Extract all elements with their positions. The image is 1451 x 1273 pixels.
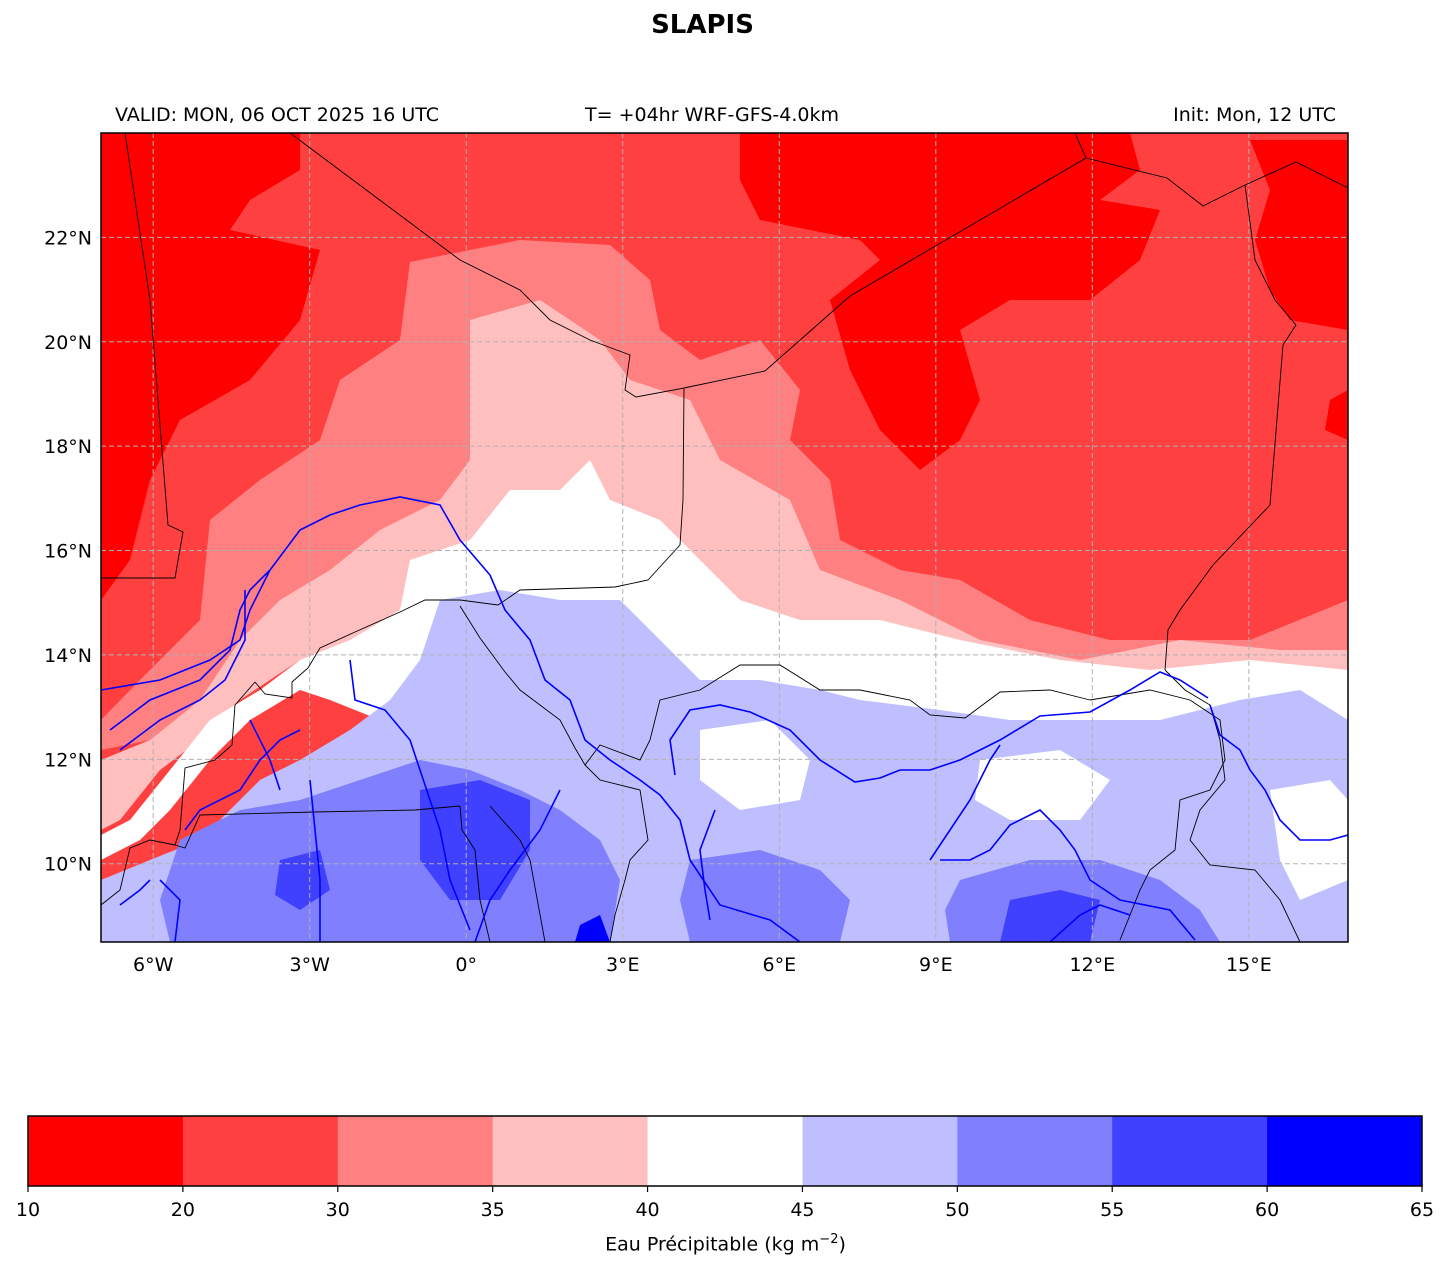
field-region-40-45 — [101, 460, 1348, 860]
latitude-tick-label: 22°N — [44, 227, 92, 249]
river-sokoto — [699, 809, 716, 921]
border-benin — [584, 764, 649, 942]
valid-time-label: VALID: MON, 06 OCT 2025 16 UTC — [115, 104, 440, 126]
longitude-tick-labels: 6°W 3°W 0° 3°E 6°E 9°E 12°E 15°E — [133, 954, 1272, 976]
colorbar-tick-label: 55 — [1100, 1199, 1124, 1221]
field-region-55-60-east — [1000, 890, 1100, 942]
longitude-tick-label: 12°E — [1069, 954, 1115, 976]
colorbar-tick-label: 40 — [635, 1199, 659, 1221]
border-burkina-niger — [459, 605, 586, 766]
border-cote-divoire — [101, 839, 176, 906]
field-region-40-45-pocket-b — [975, 750, 1110, 820]
latitude-tick-label: 20°N — [44, 332, 92, 354]
rivers — [101, 496, 1348, 942]
colorbar-segment — [957, 1116, 1113, 1186]
border-mali-niger — [254, 499, 684, 699]
colorbar-tick-label: 50 — [945, 1199, 969, 1221]
colorbar-tick-label: 35 — [481, 1199, 505, 1221]
longitude-tick-label: 3°W — [290, 954, 331, 976]
colorbar-frame — [27, 1115, 1423, 1187]
colorbar-tick-label: 60 — [1255, 1199, 1279, 1221]
field-region-50-55-central — [680, 850, 850, 942]
border-algeria-niger — [683, 157, 1087, 389]
field-region-35-40 — [101, 300, 1348, 830]
init-time-label: Init: Mon, 12 UTC — [1173, 104, 1336, 126]
graticule — [101, 133, 1348, 942]
longitude-tick-label: 9°E — [919, 954, 953, 976]
colorbar-segment — [647, 1116, 803, 1186]
field-region-60-65 — [575, 915, 610, 942]
field-region-55-60-southwest — [275, 850, 330, 910]
country-borders — [101, 133, 1348, 942]
border-chad-cameroon — [1164, 669, 1301, 942]
river-volta-white — [349, 659, 471, 931]
border-niger-nigeria — [584, 664, 1091, 766]
latitude-tick-label: 18°N — [44, 436, 92, 458]
colorbar-segment — [802, 1116, 958, 1186]
field-region-10-20-east-small — [1325, 390, 1348, 440]
river-volta-black — [184, 729, 301, 831]
latitude-tick-label: 12°N — [44, 749, 92, 771]
river-niger — [101, 496, 801, 942]
field-region-10-20-northeast — [740, 133, 1160, 470]
colorbar-segment — [182, 1116, 339, 1186]
river-benue — [669, 671, 1209, 783]
latitude-tick-label: 10°N — [44, 854, 92, 876]
longitude-tick-label: 15°E — [1226, 954, 1272, 976]
latitude-tick-label: 14°N — [44, 645, 92, 667]
map-title: SLAPIS — [651, 10, 754, 40]
river-senegal — [119, 590, 246, 751]
river-kaduna — [929, 744, 1001, 861]
colorbar-segment — [28, 1116, 184, 1186]
river-chari — [1049, 904, 1131, 942]
forecast-model-label: T= +04hr WRF-GFS-4.0km — [585, 104, 839, 126]
colorbar-tick-label: 65 — [1410, 1199, 1434, 1221]
map-frame — [100, 132, 1349, 943]
field-region-10-20-west — [101, 133, 320, 600]
river-benue-east — [1209, 704, 1348, 841]
colorbar-segment — [1267, 1116, 1423, 1186]
river-west-southern — [119, 879, 181, 942]
colorbar-tick-label: 10 — [16, 1199, 40, 1221]
border-burkina — [174, 681, 461, 849]
field-region-40-45-pocket-a — [700, 720, 810, 810]
colorbar-label: Eau Précipitable (kg m−2) — [605, 1232, 846, 1256]
colorbar-segment — [337, 1116, 494, 1186]
colorbar-segment — [1112, 1116, 1268, 1186]
colorbar-segment — [492, 1116, 649, 1186]
precipitable-water-field — [101, 133, 1348, 942]
border-nigeria-cameroon — [1089, 689, 1226, 941]
latitude-tick-label: 16°N — [44, 541, 92, 563]
colorbar-tick-label: 30 — [326, 1199, 350, 1221]
colorbar-tick-label: 45 — [790, 1199, 814, 1221]
colorbar: 10 20 30 35 40 45 50 55 60 65 — [16, 1115, 1434, 1221]
border-algeria-mali — [289, 133, 685, 501]
river-hadejia — [940, 809, 1196, 941]
border-libya — [1074, 133, 1348, 207]
river-niger-inner — [109, 569, 271, 731]
river-volta-main — [309, 779, 321, 942]
longitude-tick-label: 3°E — [606, 954, 640, 976]
longitude-tick-label: 6°E — [762, 954, 796, 976]
border-mauritania-mali — [101, 133, 184, 579]
border-niger-chad — [1164, 184, 1297, 671]
longitude-tick-label: 6°W — [133, 954, 174, 976]
river-oti — [474, 789, 561, 942]
longitude-tick-label: 0° — [455, 954, 477, 976]
latitude-tick-labels: 10°N 12°N 14°N 16°N 18°N 20°N 22°N — [44, 227, 92, 875]
river-bani — [249, 719, 281, 791]
field-region-10-20-east — [1250, 140, 1348, 330]
colorbar-tick-label: 20 — [171, 1199, 195, 1221]
